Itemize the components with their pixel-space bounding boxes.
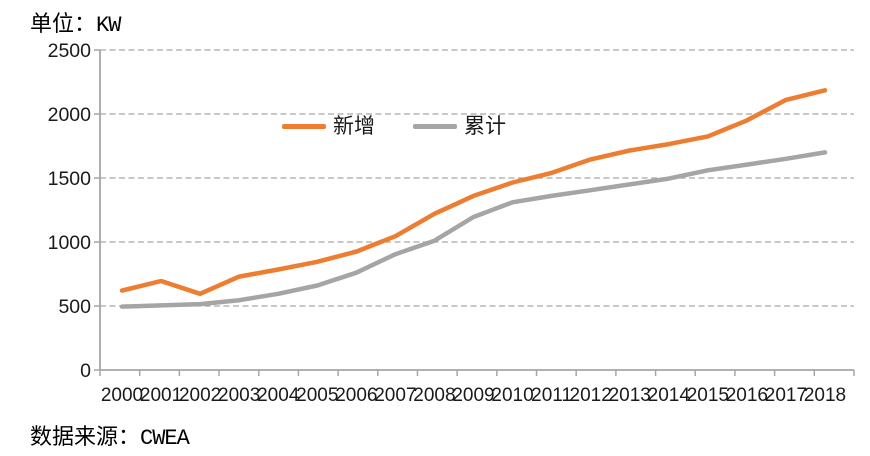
legend-swatch-new-line-icon: [282, 124, 326, 129]
unit-label-text: 单位：: [30, 11, 97, 36]
y-tick-label: 1500: [48, 168, 92, 190]
legend-item-cumulative: 累计: [413, 116, 506, 137]
x-tick-label: 2008: [413, 385, 455, 406]
series-line-累计: [119, 150, 828, 309]
x-tick-label: 2004: [257, 385, 300, 406]
y-tick-label: 500: [58, 296, 91, 318]
x-tick-label: 2013: [609, 385, 651, 406]
x-tick-label: 2001: [140, 385, 182, 406]
legend-label-cumulative: 累计: [464, 114, 506, 138]
chart-legend: 新增 累计: [282, 116, 506, 137]
data-source: 数据来源：CWEA: [30, 419, 190, 451]
x-tick-label: 2010: [491, 385, 533, 406]
unit-label: 单位：KW: [30, 6, 121, 38]
y-tick-label: 1000: [48, 232, 92, 254]
y-tick-label: 2000: [48, 104, 92, 126]
x-tick-label: 2006: [335, 385, 377, 406]
series-line-新增: [119, 88, 828, 297]
x-tick-label: 2005: [296, 385, 338, 406]
x-tick-label: 2018: [804, 385, 846, 406]
data-source-value: CWEA: [140, 426, 190, 451]
x-tick-label: 2016: [726, 385, 768, 406]
x-tick-label: 2009: [452, 385, 494, 406]
y-tick-label: 0: [80, 360, 91, 382]
x-tick-label: 2012: [570, 385, 612, 406]
legend-item-new: 新增: [282, 116, 375, 137]
legend-label-new: 新增: [333, 114, 375, 138]
unit-value: KW: [96, 13, 121, 38]
x-tick-label: 2015: [687, 385, 729, 406]
x-tick-label: 2017: [765, 385, 807, 406]
y-tick-label: 2500: [48, 40, 92, 62]
x-tick-label: 2000: [101, 385, 143, 406]
x-tick-label: 2011: [531, 385, 572, 406]
x-tick-label: 2003: [218, 385, 260, 406]
data-source-text: 数据来源：: [30, 424, 141, 449]
legend-swatch-cumulative-line-icon: [413, 124, 457, 129]
x-tick-label: 2002: [179, 385, 221, 406]
x-tick-label: 2007: [374, 385, 416, 406]
x-tick-label: 2014: [648, 385, 691, 406]
